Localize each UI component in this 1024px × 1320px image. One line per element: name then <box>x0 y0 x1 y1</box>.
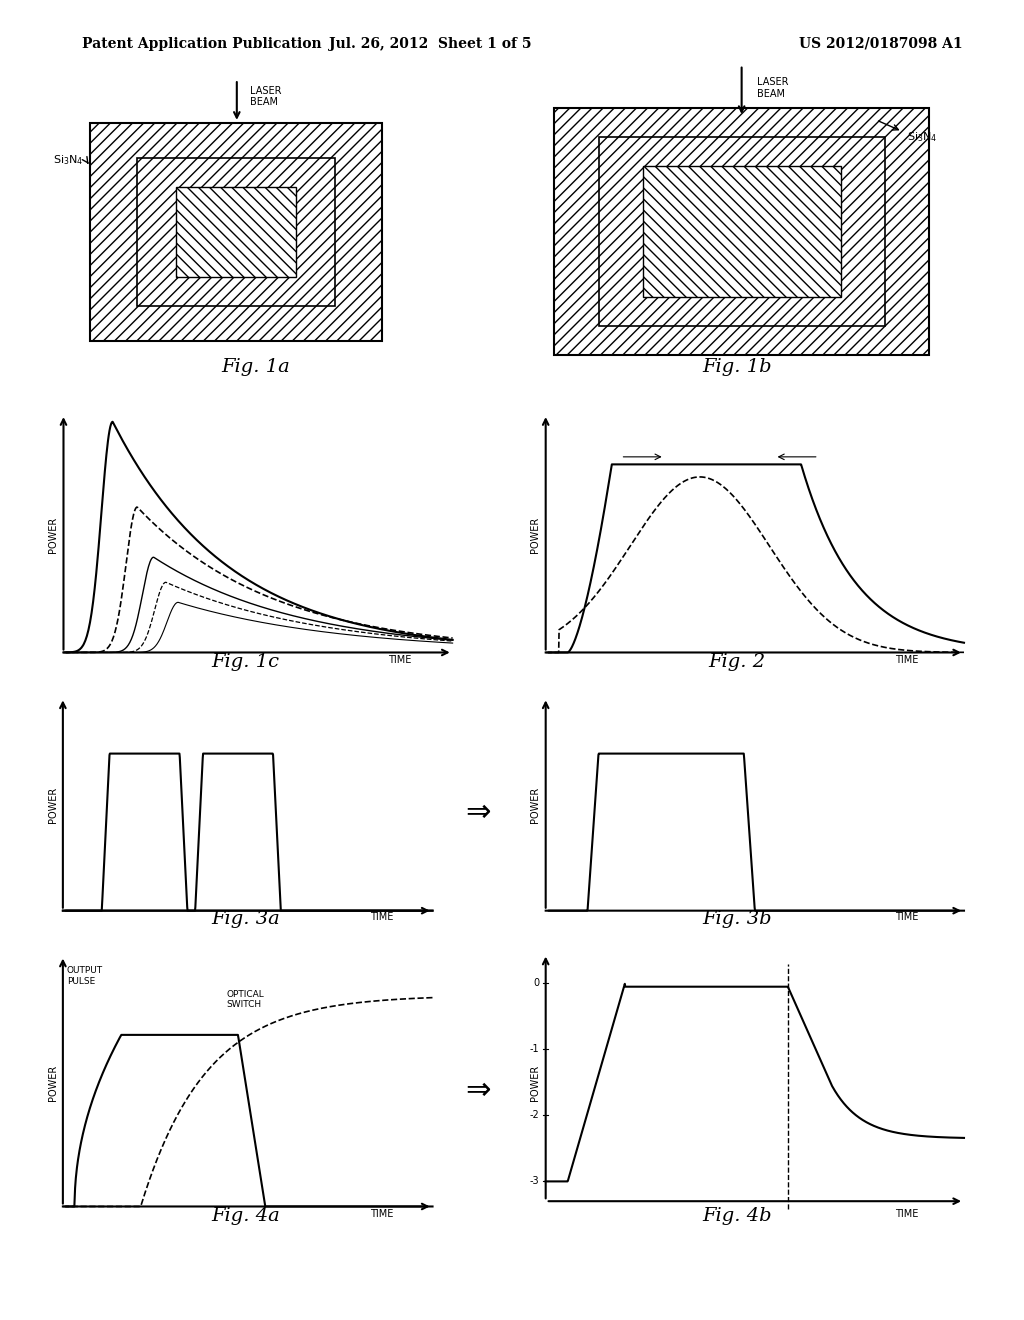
Bar <box>176 186 296 277</box>
Text: TIME: TIME <box>388 655 411 665</box>
Text: -1: -1 <box>529 1044 539 1055</box>
Bar <box>90 123 382 341</box>
Text: POWER: POWER <box>48 516 58 553</box>
Text: TIME: TIME <box>371 912 393 923</box>
Bar <box>598 137 885 326</box>
Text: $\Rightarrow$: $\Rightarrow$ <box>460 1074 493 1104</box>
Text: Fig. 1c: Fig. 1c <box>212 652 280 671</box>
Text: Fig. 3a: Fig. 3a <box>211 909 281 928</box>
Text: POWER: POWER <box>48 787 58 824</box>
Text: -3: -3 <box>529 1176 539 1187</box>
Text: POWER: POWER <box>529 516 540 553</box>
Text: LASER
BEAM: LASER BEAM <box>757 77 788 99</box>
Text: TIME: TIME <box>895 912 919 923</box>
Text: POWER: POWER <box>48 1064 58 1101</box>
Text: Si$_3$N$_4$: Si$_3$N$_4$ <box>53 153 84 168</box>
Text: Fig. 3b: Fig. 3b <box>702 909 772 928</box>
Text: TIME: TIME <box>895 1209 919 1220</box>
Text: Fig. 1b: Fig. 1b <box>702 358 772 376</box>
Text: POWER: POWER <box>529 787 540 824</box>
Text: TIME: TIME <box>371 1209 393 1220</box>
Text: Jul. 26, 2012  Sheet 1 of 5: Jul. 26, 2012 Sheet 1 of 5 <box>329 37 531 51</box>
Text: Fig. 4a: Fig. 4a <box>211 1206 281 1225</box>
Text: LASER
BEAM: LASER BEAM <box>250 86 282 107</box>
Text: POWER: POWER <box>529 1064 540 1101</box>
Bar <box>137 157 335 306</box>
Bar <box>555 108 929 355</box>
Text: Fig. 4b: Fig. 4b <box>702 1206 772 1225</box>
Text: OUTPUT
PULSE: OUTPUT PULSE <box>67 966 102 986</box>
Text: TIME: TIME <box>895 655 919 665</box>
Text: 0: 0 <box>532 978 539 989</box>
Text: Si$_3$N$_4$: Si$_3$N$_4$ <box>907 131 937 144</box>
Text: $\Rightarrow$: $\Rightarrow$ <box>460 797 493 826</box>
Text: US 2012/0187098 A1: US 2012/0187098 A1 <box>799 37 963 51</box>
Bar <box>643 166 841 297</box>
Text: OPTICAL
SWITCH: OPTICAL SWITCH <box>226 990 264 1010</box>
Text: Fig. 2: Fig. 2 <box>709 652 766 671</box>
Text: Fig. 1a: Fig. 1a <box>221 358 291 376</box>
Text: Patent Application Publication: Patent Application Publication <box>82 37 322 51</box>
Text: -2: -2 <box>529 1110 539 1121</box>
